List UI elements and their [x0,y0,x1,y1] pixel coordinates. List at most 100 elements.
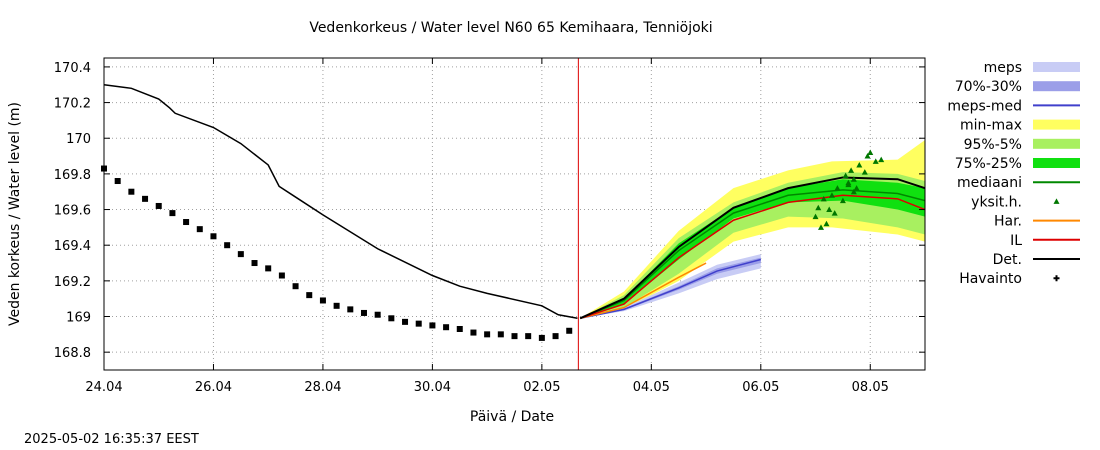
havainto-point [456,325,463,332]
yksit-point [850,188,857,195]
legend-item-havainto: Havainto [959,271,1060,287]
havainto-point [251,260,258,267]
havainto-point [525,333,532,340]
havainto-point [224,242,231,249]
yksit-point [818,224,825,230]
legend-label: mediaani [957,175,1022,191]
legend-swatch [1033,119,1080,130]
x-tick-label: 06.05 [742,380,779,395]
yksit-point [834,185,841,191]
legend-item-det: Det. [993,252,1080,268]
legend-label: min-max [960,118,1022,134]
legend-swatch [1033,158,1080,168]
y-axis-label: Veden korkeus / Water level (m) [7,102,23,326]
legend-swatch [1033,62,1080,72]
legend-item-p70_30: 70%-30% [955,79,1080,95]
havainto-point [552,333,559,340]
yksit-point [842,172,849,179]
havainto-point [114,178,121,185]
legend-label: IL [1010,233,1022,249]
plot-frame [103,57,926,371]
det-forecast-line [579,176,926,320]
yksit-point [853,185,860,191]
yksit-point [828,192,835,198]
x-tick-label: 02.05 [523,380,560,395]
yksit-point [850,176,857,182]
legend-label: 70%-30% [955,79,1022,95]
legend-label: meps-med [947,98,1022,114]
yksit-point [831,210,838,216]
yksit-point [826,206,833,213]
tick-labels: 24.04 26.04 28.04 30.04 02.05 04.05 06.05 08.05… [54,61,889,395]
yksit-point [845,179,852,186]
y-tick-label: 169.4 [54,239,91,254]
havainto-point [333,302,340,309]
yksit-point [839,197,846,204]
yksit-point [864,153,871,159]
yksit-point [856,161,863,168]
timestamp: 2025-05-02 16:35:37 EEST [24,432,199,447]
havainto-point [538,334,545,341]
x-tick-label: 28.04 [304,380,341,395]
legend-label: yksit.h. [971,194,1022,210]
havainto-point [196,226,203,233]
havainto-point [128,188,135,195]
legend-swatch [1033,81,1080,92]
axes [103,57,926,371]
legend-item-meps_med: meps-med [947,98,1080,114]
havainto-point [443,324,450,331]
havainto-point [155,202,162,209]
legend-label: 75%-25% [955,156,1022,172]
havainto-point [265,265,272,272]
havainto-point [374,311,381,318]
har-line [580,262,707,320]
legend: meps 70%-30% meps-med min-max 95%-5% 75%-25% m… [947,60,1080,287]
plot-area [101,58,926,370]
legend-label: 95%-5% [964,137,1022,153]
yksit-point [867,149,874,155]
legend-swatch [1053,275,1060,282]
x-tick-label: 08.05 [852,380,889,395]
havainto-point [306,292,313,299]
y-tick-label: 168.8 [54,346,91,361]
y-tick-label: 169.8 [54,168,91,183]
x-tick-label: 30.04 [414,380,451,395]
havainto-point [142,195,149,202]
x-axis-label: Päivä / Date [470,409,554,425]
havainto-point [402,318,409,325]
y-tick-label: 170 [66,132,91,147]
havainto-point [470,329,477,336]
legend-item-p75_25: 75%-25% [955,156,1080,172]
legend-swatch [1053,198,1060,204]
legend-item-p95_5: 95%-5% [964,137,1080,153]
legend-label: meps [984,60,1022,76]
legend-label: Havainto [959,271,1022,287]
yksit-point [815,204,822,211]
yksit-point [812,213,819,220]
yksit-point [823,220,830,227]
y-tick-label: 169.6 [54,204,91,219]
legend-item-min_max: min-max [960,118,1080,134]
havainto-point [292,283,299,290]
havainto-point [484,331,491,338]
legend-label: Har. [994,214,1022,230]
havainto-point [415,320,422,327]
il-line [579,194,926,320]
p95-5-band [580,172,925,319]
havainto-point [511,333,518,340]
havainto-point [210,233,217,240]
chart-title: Vedenkorkeus / Water level N60 65 Kemiha… [309,20,712,36]
y-tick-label: 169.2 [54,275,91,290]
havainto-point [169,210,176,217]
yksit-point [820,195,827,202]
yksit-point [872,158,879,164]
legend-item-il: IL [1010,233,1080,249]
y-tick-label: 169 [66,311,91,326]
legend-item-meps: meps [984,60,1080,76]
y-tick-label: 170.4 [54,61,91,76]
x-tick-label: 24.04 [85,380,122,395]
yksit-point [848,167,855,173]
havainto-point [278,272,285,279]
havainto-point [183,219,190,226]
yksit-point [861,169,868,175]
